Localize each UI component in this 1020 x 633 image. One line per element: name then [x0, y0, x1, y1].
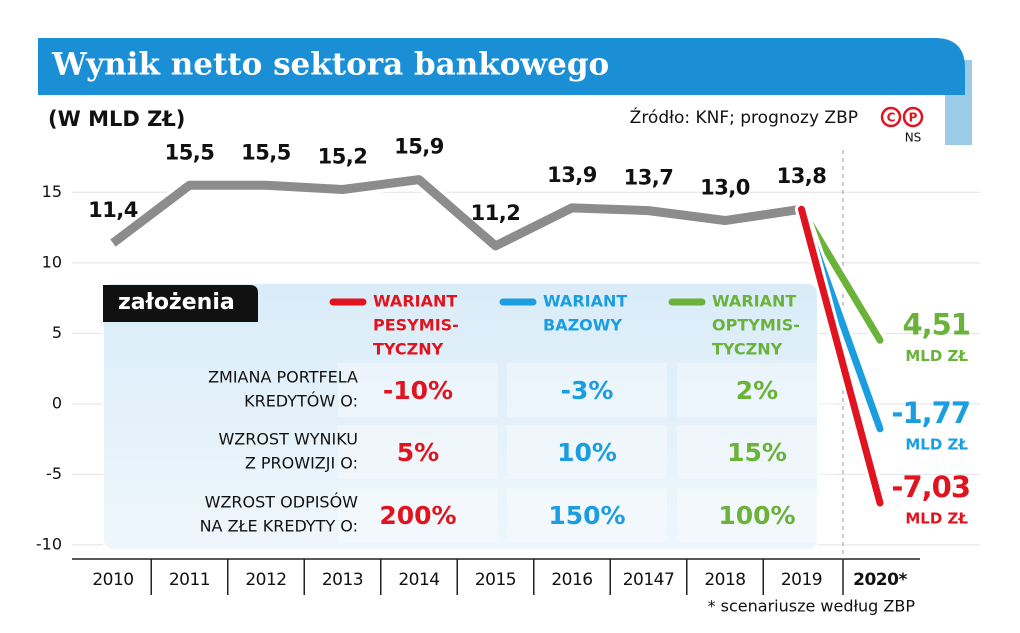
badge	[880, 106, 902, 128]
scenario-unit: MLD ZŁ	[905, 435, 968, 453]
y-tick-label: 15	[42, 182, 62, 201]
value-label: 11,2	[471, 201, 521, 225]
table-cell	[338, 488, 498, 542]
row-label: NA ZŁE KREDYTY O:	[200, 517, 358, 536]
cell-value: 10%	[557, 438, 617, 467]
value-label: 15,5	[165, 140, 215, 164]
legend-label: WARIANT	[712, 292, 796, 311]
x-tick-label: 2014	[398, 570, 439, 590]
table-cell	[677, 425, 837, 479]
row-label: WZROST ODPISÓW	[205, 493, 359, 512]
value-label: 13,8	[777, 164, 827, 188]
legend-label: TYCZNY	[373, 340, 444, 359]
scenario-value-label: 4,51	[902, 307, 970, 341]
badge-text: P	[909, 111, 918, 125]
x-tick-label: 2012	[245, 570, 286, 590]
legend-label: TYCZNY	[712, 340, 783, 359]
cell-value: 100%	[718, 501, 795, 530]
cell-value: 200%	[379, 501, 456, 530]
x-tick-label: 2020*	[853, 570, 907, 590]
row-label: KREDYTÓW O:	[244, 392, 358, 411]
value-label: 15,5	[241, 140, 291, 164]
table-cell	[338, 363, 498, 417]
value-label: 13,9	[547, 163, 597, 187]
table-title: założenia	[118, 290, 235, 315]
legend-label: WARIANT	[373, 292, 457, 311]
x-tick-label: 2011	[169, 570, 210, 590]
scenario-unit: MLD ZŁ	[905, 347, 968, 365]
row-label: Z PROWIZJI O:	[245, 454, 358, 473]
y-tick-label: -10	[36, 534, 62, 553]
table-cell	[677, 488, 837, 542]
table-cell	[338, 425, 498, 479]
legend-label: OPTYMIS-	[712, 316, 800, 335]
x-tick-label: 2015	[475, 570, 516, 590]
table-cell	[507, 488, 667, 542]
value-label: 13,0	[700, 176, 750, 200]
table-cell	[507, 425, 667, 479]
y-tick-label: 10	[42, 252, 62, 271]
title: Wynik netto sektora bankowego	[51, 47, 609, 83]
value-label: 11,4	[88, 198, 138, 222]
x-tick-label: 2013	[322, 570, 363, 590]
cell-value: 150%	[548, 501, 625, 530]
y-tick-label: 0	[52, 393, 62, 412]
cell-value: -10%	[383, 376, 453, 405]
legend-label: WARIANT	[543, 292, 627, 311]
cell-value: -3%	[561, 376, 614, 405]
value-label: 15,9	[394, 135, 444, 159]
cell-value: 15%	[727, 438, 787, 467]
scenario-unit: MLD ZŁ	[905, 510, 968, 528]
legend-label: PESYMIS-	[373, 316, 459, 335]
cell-value: 2%	[736, 376, 778, 405]
x-tick-label: 2019	[781, 570, 822, 590]
scenario-value-label: -7,03	[891, 470, 970, 504]
line	[110, 175, 803, 251]
table-box	[102, 282, 819, 551]
author: NS	[905, 131, 922, 145]
badge-text: C	[887, 111, 896, 125]
badge	[902, 106, 924, 128]
source: Źródło: KNF; prognozy ZBP	[630, 106, 858, 128]
unit: (W MLD ZŁ)	[48, 107, 185, 131]
y-tick-label: -5	[46, 464, 62, 483]
x-tick-label: 2016	[551, 570, 592, 590]
table-cell	[677, 363, 837, 417]
value-label: 13,7	[624, 166, 674, 190]
x-tick-label: 20147	[623, 570, 675, 590]
table-title-box	[103, 285, 258, 322]
y-tick-label: 5	[52, 323, 62, 342]
row-label: ZMIANA PORTFELA	[208, 368, 358, 387]
legend-label: BAZOWY	[543, 316, 622, 335]
x-tick-label: 2010	[92, 570, 133, 590]
x-tick-label: 2018	[704, 570, 745, 590]
footnote: * scenariusze według ZBP	[708, 597, 916, 616]
table-cell	[507, 363, 667, 417]
value-label: 15,2	[318, 144, 368, 168]
cell-value: 5%	[397, 438, 439, 467]
scenario-value-label: -1,77	[891, 396, 970, 430]
title-bar	[38, 38, 965, 95]
row-label: WZROST WYNIKU	[218, 430, 358, 449]
scenario-line	[798, 205, 884, 507]
